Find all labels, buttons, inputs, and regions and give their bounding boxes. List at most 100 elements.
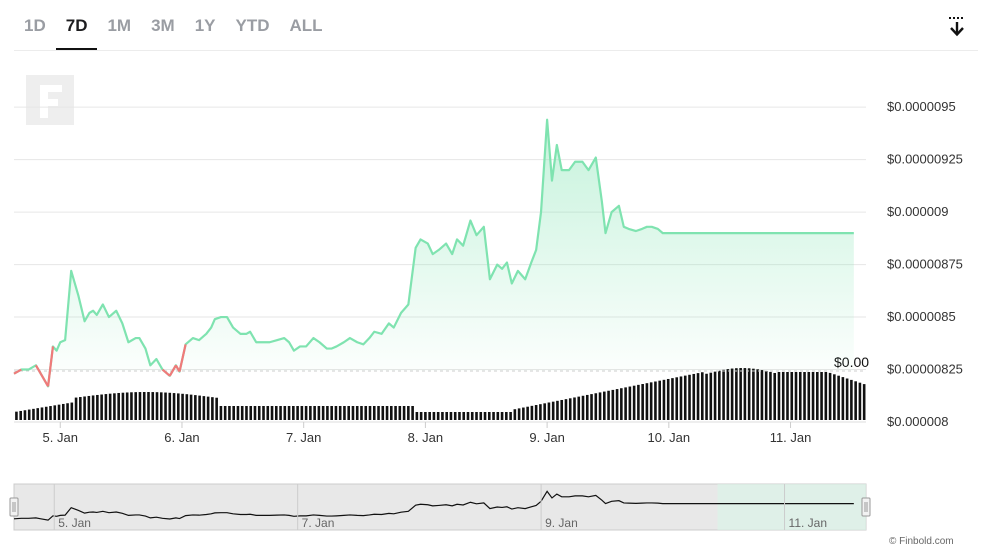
tab-1y[interactable]: 1Y <box>194 16 216 35</box>
volume-bar <box>74 397 78 420</box>
volume-bar <box>628 386 632 420</box>
volume-bar <box>811 372 815 420</box>
volume-bar <box>803 372 806 420</box>
volume-bar <box>705 373 708 420</box>
x-tick-label: 11. Jan <box>770 430 812 445</box>
volume-bar <box>718 370 721 420</box>
volume-bar <box>215 397 218 420</box>
volume-bar <box>615 389 619 420</box>
volume-bar <box>432 412 436 420</box>
volume-bar <box>598 392 602 420</box>
volume-bar <box>470 412 474 420</box>
series-segment-below <box>161 368 171 377</box>
volume-bar <box>321 406 325 420</box>
volume-bar <box>624 387 627 420</box>
volume-bar <box>159 392 163 420</box>
volume-bar <box>309 406 312 420</box>
volume-bar <box>522 407 525 420</box>
volume-bar <box>262 406 265 420</box>
volume-bar <box>777 372 781 420</box>
volume-bar <box>675 377 679 420</box>
volume-bar <box>61 403 65 420</box>
volume-bar <box>211 397 214 420</box>
volume-bar <box>500 412 504 420</box>
volume-bar <box>462 412 466 420</box>
download-icon[interactable] <box>944 15 970 39</box>
volume-bar <box>113 393 116 420</box>
volume-bar <box>513 409 517 420</box>
volume-bar <box>292 406 295 420</box>
volume-bar <box>700 372 704 420</box>
volume-bar <box>253 406 257 420</box>
volume-bar <box>769 371 772 420</box>
volume-bar <box>526 406 529 420</box>
range-tabs: 1D 7D 1M 3M 1Y YTD ALL <box>14 8 333 50</box>
volume-bar <box>683 375 687 420</box>
volume-bar <box>398 406 402 420</box>
volume-bar <box>142 392 146 420</box>
volume-bar <box>441 412 444 420</box>
volume-bar <box>773 372 777 420</box>
volume-bar <box>23 410 27 420</box>
volume-bar <box>611 389 615 420</box>
volume-bar <box>270 406 274 420</box>
volume-bar <box>138 392 142 420</box>
tab-ytd[interactable]: YTD <box>235 16 270 35</box>
volume-bar <box>833 374 836 420</box>
volume-bar <box>735 368 738 420</box>
volume-bar <box>385 406 389 420</box>
navigator-handle-right[interactable] <box>861 497 871 517</box>
series-segment-below <box>34 364 42 375</box>
volume-bar <box>249 406 253 420</box>
tab-all[interactable]: ALL <box>289 16 323 35</box>
y-tick-label: $0.0000095 <box>887 99 956 114</box>
volume-bar <box>407 406 410 420</box>
volume-bar <box>786 372 789 420</box>
volume-bar <box>168 392 172 420</box>
volume-bar <box>236 406 240 420</box>
volume-bar <box>632 385 636 420</box>
volume-bar <box>44 406 48 420</box>
volume-bar <box>125 392 129 420</box>
tab-7d[interactable]: 7D <box>55 8 98 50</box>
volume-bar <box>172 393 176 420</box>
volume-bar <box>317 406 321 420</box>
volume-bar <box>798 372 802 420</box>
volume-bar <box>577 396 581 420</box>
volume-bar <box>428 412 431 420</box>
volume-bar <box>91 395 95 420</box>
volume-bar <box>543 403 546 420</box>
tab-1d[interactable]: 1D <box>24 16 46 35</box>
volume-bar <box>164 392 167 420</box>
volume-bar <box>194 395 197 420</box>
volume-bar <box>83 396 86 420</box>
tab-3m[interactable]: 3M <box>151 16 175 35</box>
volume-bar <box>360 406 363 420</box>
volume-bar <box>534 405 538 420</box>
volume-bar <box>19 410 22 420</box>
navigator-handle-left[interactable] <box>9 497 19 517</box>
volume-bar <box>189 394 193 420</box>
volume-bar <box>100 394 103 420</box>
x-tick-label: 5. Jan <box>43 430 78 445</box>
volume-bar <box>505 412 508 420</box>
volume-bar <box>475 412 478 420</box>
tab-1m[interactable]: 1M <box>107 16 132 35</box>
volume-bar <box>117 392 120 420</box>
navigator-label: 7. Jan <box>302 516 335 530</box>
volume-bar <box>679 376 683 420</box>
volume-bar <box>730 368 734 420</box>
y-tick-label: $0.00000875 <box>887 257 963 272</box>
series-area <box>14 119 854 387</box>
volume-bar <box>743 368 747 420</box>
volume-bar <box>539 404 542 420</box>
volume-bar <box>266 406 270 420</box>
volume-bar <box>573 397 576 420</box>
volume-bar <box>377 406 380 420</box>
volume-bar <box>649 382 653 420</box>
volume-bar <box>347 406 351 420</box>
y-tick-label: $0.00000825 <box>887 362 963 377</box>
x-tick-label: 8. Jan <box>408 430 443 445</box>
volume-bar <box>419 412 423 420</box>
volume-bar <box>245 406 248 420</box>
